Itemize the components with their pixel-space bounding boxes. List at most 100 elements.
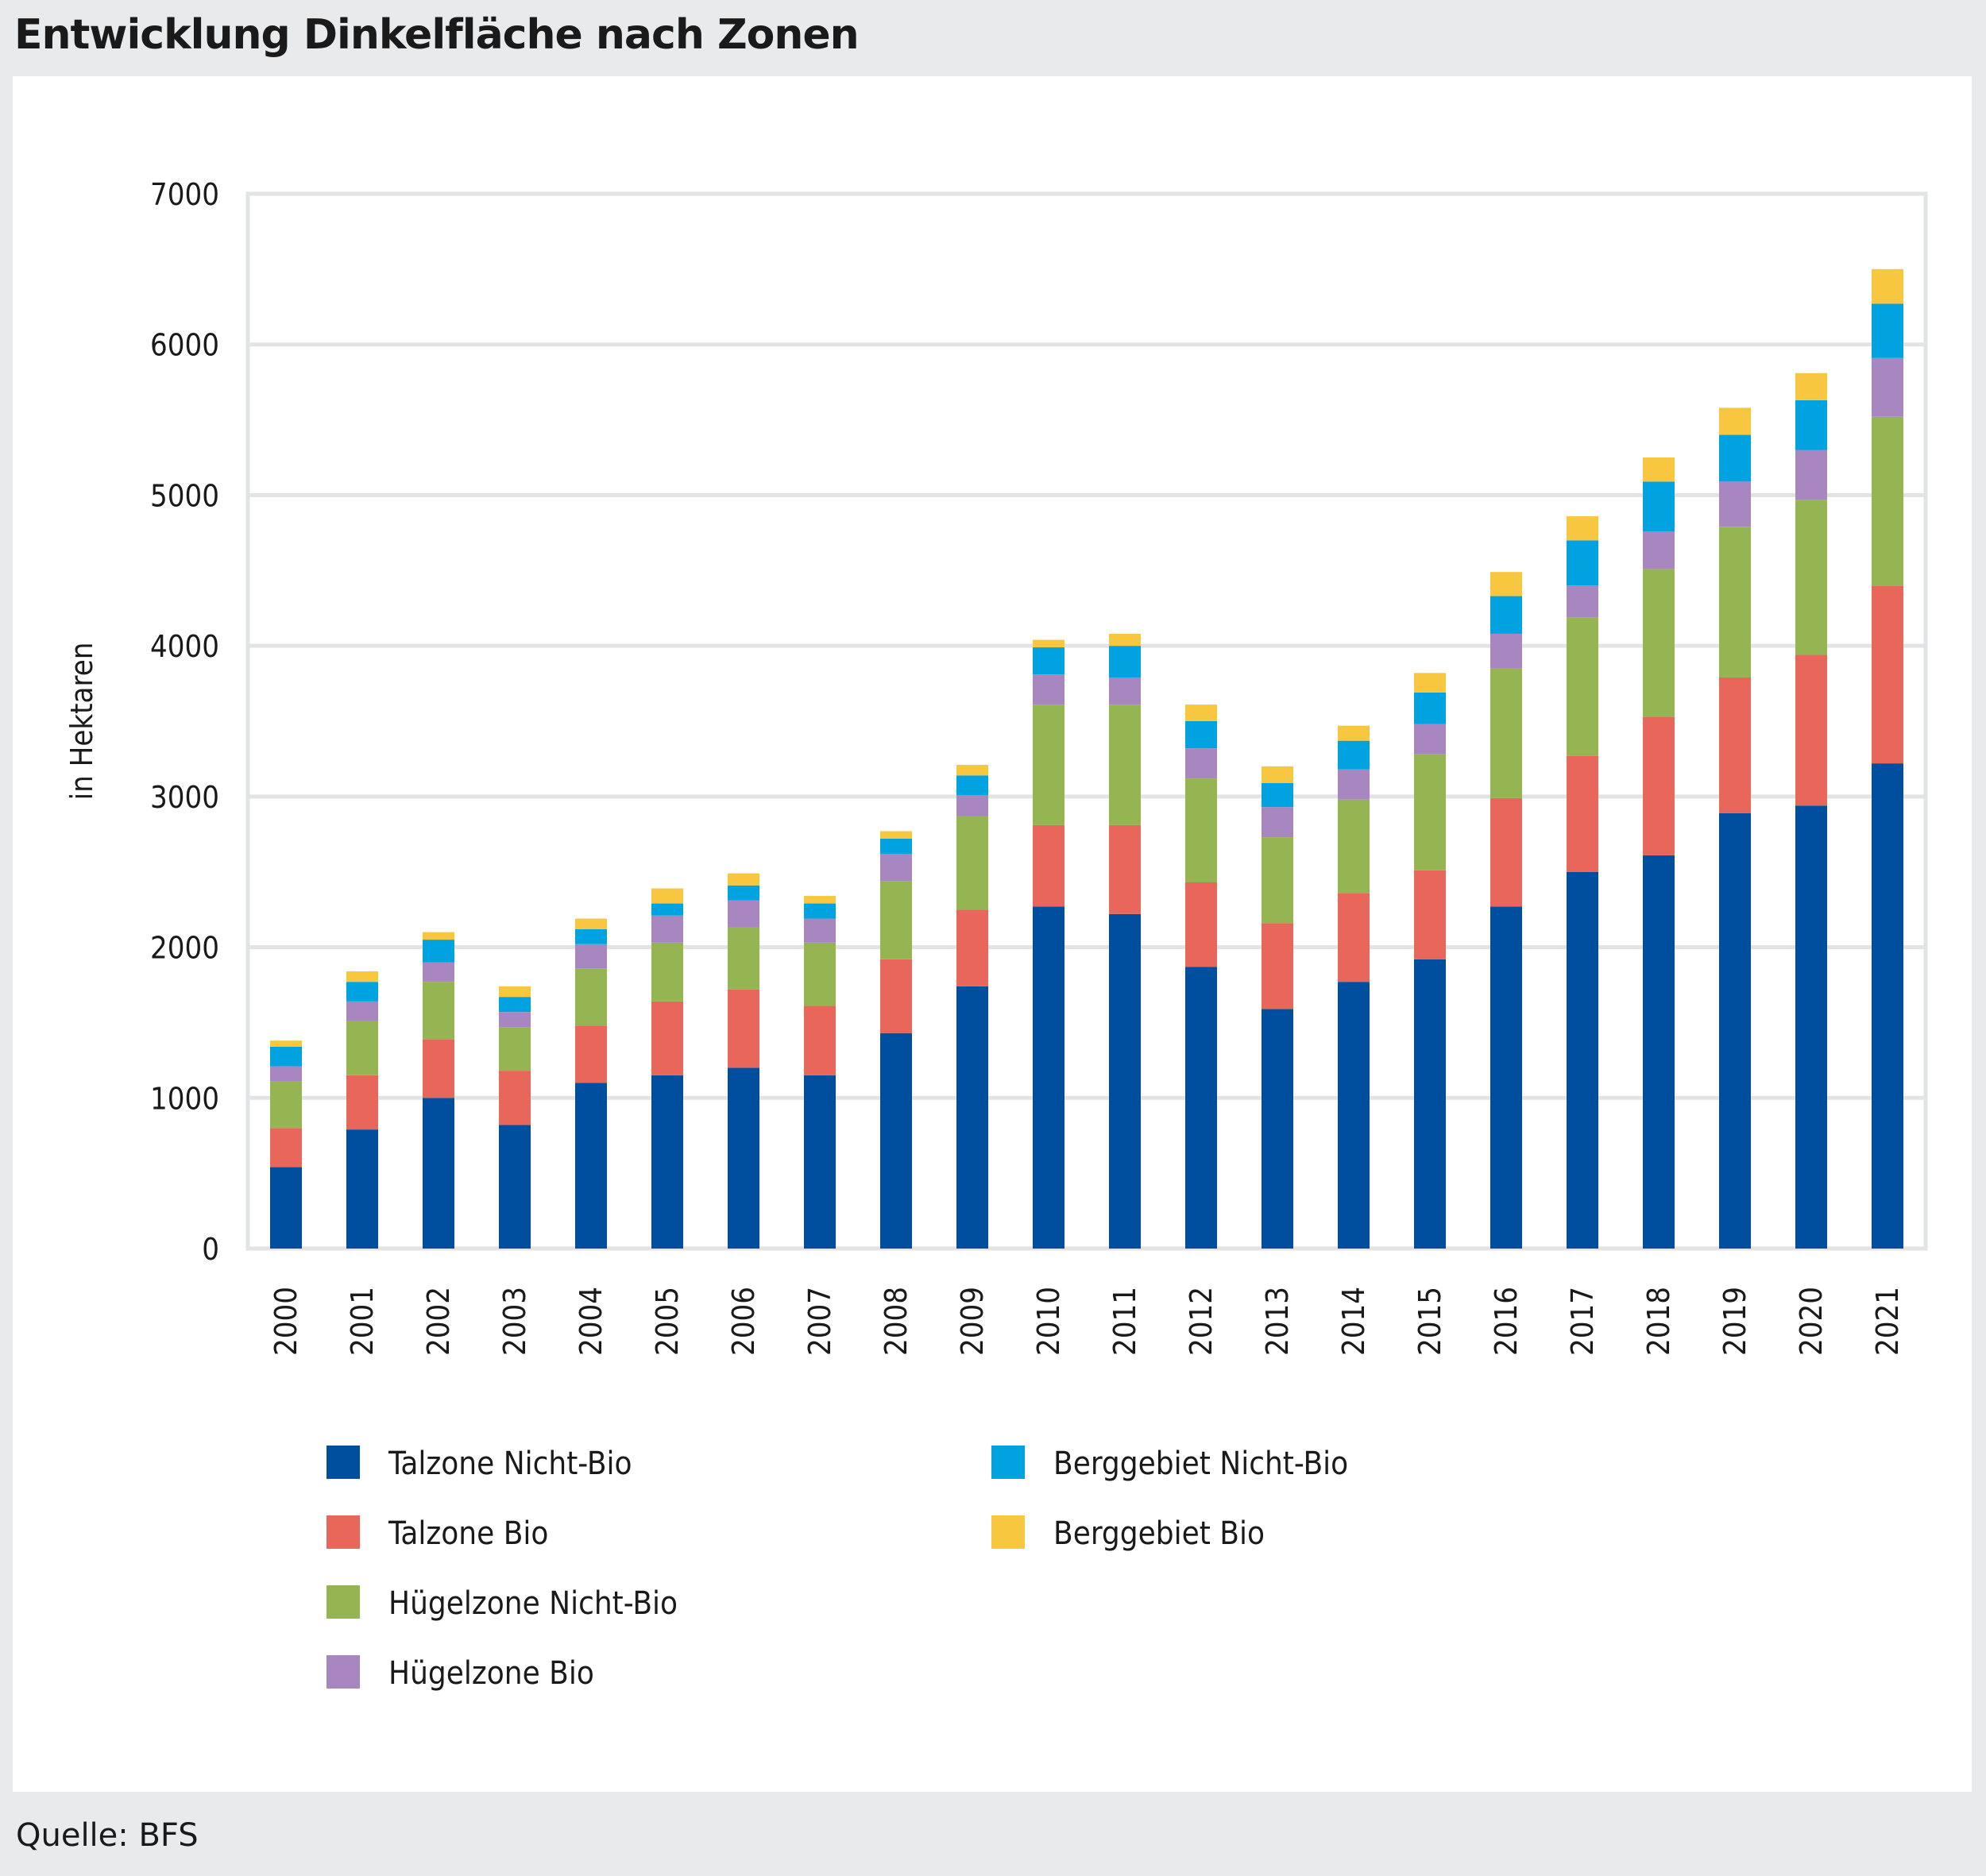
bar-segment-2009-s0	[956, 986, 988, 1249]
x-tick-label-2003: 2003	[497, 1287, 532, 1356]
bar-segment-2009-s1	[956, 909, 988, 986]
x-tick-label-2015: 2015	[1412, 1287, 1447, 1356]
bar-segment-2020-s2	[1795, 500, 1827, 655]
bar-segment-2005-s1	[651, 1001, 683, 1075]
bar-segment-2009-s5	[956, 765, 988, 776]
y-tick-label-1000: 1000	[150, 1081, 219, 1116]
bar-segment-2003-s1	[499, 1071, 531, 1125]
y-tick-label-3000: 3000	[150, 780, 219, 815]
legend-label-5: Berggebiet Bio	[1053, 1515, 1265, 1552]
x-tick-label-2011: 2011	[1107, 1287, 1142, 1356]
bar-segment-2011-s3	[1109, 677, 1141, 705]
x-tick-label-2019: 2019	[1717, 1287, 1752, 1356]
bar-segment-2014-s1	[1338, 893, 1370, 982]
bar-segment-2008-s3	[880, 853, 912, 882]
bar-segment-2008-s5	[880, 831, 912, 839]
bar-segment-2008-s4	[880, 838, 912, 854]
x-tick-label-2018: 2018	[1641, 1287, 1676, 1356]
bar-segment-2016-s3	[1490, 633, 1522, 669]
chart-title: Entwicklung Dinkelfläche nach Zonen	[14, 11, 860, 59]
y-tick-label-4000: 4000	[150, 629, 219, 664]
bar-segment-2000-s3	[270, 1066, 302, 1082]
x-tick-label-2005: 2005	[650, 1287, 685, 1356]
bar-segment-2011-s2	[1109, 704, 1141, 825]
y-tick-label-2000: 2000	[150, 931, 219, 966]
bar-segment-2019-s3	[1719, 481, 1751, 527]
bar-segment-2012-s1	[1185, 882, 1217, 967]
legend: Talzone Nicht-Bio Talzone Bio Hügelzone Ni…	[326, 1446, 1348, 1692]
bar-segment-2015-s2	[1414, 754, 1446, 870]
bar-segment-2013-s4	[1262, 782, 1293, 808]
bar-segment-2004-s0	[575, 1083, 607, 1249]
bar-segment-2008-s0	[880, 1033, 912, 1249]
bar-segment-2018-s2	[1643, 569, 1675, 717]
x-tick-label-2008: 2008	[879, 1287, 914, 1356]
bar-segment-2001-s4	[346, 982, 378, 1002]
bar-segment-2016-s4	[1490, 596, 1522, 634]
bar-segment-2021-s4	[1872, 303, 1903, 358]
bar-segment-2004-s5	[575, 918, 607, 929]
bar-segment-2012-s2	[1185, 778, 1217, 882]
bar-segment-2001-s3	[346, 1001, 378, 1021]
bar-segment-2011-s1	[1109, 824, 1141, 914]
bar-segment-2015-s4	[1414, 692, 1446, 724]
bar-segment-2020-s4	[1795, 400, 1827, 450]
legend-label-0: Talzone Nicht-Bio	[388, 1446, 632, 1482]
bar-segment-2006-s1	[728, 989, 759, 1068]
bar-segment-2018-s3	[1643, 531, 1675, 569]
x-tick-label-2009: 2009	[955, 1287, 990, 1356]
x-tick-label-2007: 2007	[802, 1287, 837, 1356]
bar-segment-2006-s0	[728, 1067, 759, 1249]
bar-segment-2008-s1	[880, 959, 912, 1033]
bar-segment-2016-s0	[1490, 906, 1522, 1249]
bar-segment-2020-s5	[1795, 372, 1827, 400]
bar-segment-2005-s5	[651, 888, 683, 904]
y-tick-label-5000: 5000	[150, 478, 219, 513]
bar-segment-2013-s2	[1262, 837, 1293, 924]
bar-segment-2005-s4	[651, 903, 683, 916]
bar-segment-2001-s1	[346, 1075, 378, 1130]
bar-segment-2017-s2	[1567, 617, 1598, 756]
bar-segment-2007-s4	[804, 903, 836, 919]
bar-segment-2021-s3	[1872, 357, 1903, 417]
bar-segment-2010-s3	[1033, 674, 1064, 705]
bar-segment-2019-s5	[1719, 407, 1751, 435]
bar-segment-2019-s1	[1719, 677, 1751, 813]
bar-segment-2001-s2	[346, 1021, 378, 1075]
bar-segment-2012-s4	[1185, 721, 1217, 749]
bar-segment-2003-s2	[499, 1027, 531, 1071]
x-tick-label-2012: 2012	[1184, 1287, 1219, 1356]
stacked-bar-chart: 0 1000 2000 3000 4000 5000 6000 7000 in Hektaren…	[64, 177, 1928, 1692]
bar-segment-2021-s2	[1872, 416, 1903, 586]
bar-segment-2021-s0	[1872, 763, 1903, 1249]
bar-segment-2016-s1	[1490, 797, 1522, 907]
chart-panel: 0 1000 2000 3000 4000 5000 6000 7000 in Hektaren…	[13, 76, 1972, 1792]
bar-segment-2001-s5	[346, 971, 378, 982]
bar-segment-2009-s2	[956, 816, 988, 910]
bar-segment-2012-s5	[1185, 704, 1217, 721]
bar-segment-2010-s2	[1033, 704, 1064, 825]
bar-segment-2006-s3	[728, 900, 759, 928]
legend-swatch-3	[326, 1655, 360, 1689]
bar-segment-2004-s2	[575, 968, 607, 1026]
x-tick-label-2010: 2010	[1031, 1287, 1066, 1356]
bar-segment-2016-s5	[1490, 572, 1522, 596]
x-tick-label-2017: 2017	[1565, 1287, 1600, 1356]
bar-segment-2007-s5	[804, 896, 836, 904]
legend-label-3: Hügelzone Bio	[388, 1655, 594, 1692]
legend-swatch-0	[326, 1446, 360, 1479]
bar-segment-2002-s3	[423, 962, 454, 982]
bar-segment-2004-s3	[575, 944, 607, 969]
y-axis-label: in Hektaren	[64, 643, 99, 801]
bar-segment-2018-s5	[1643, 457, 1675, 482]
bar-segment-2008-s2	[880, 881, 912, 959]
x-tick-label-2006: 2006	[726, 1287, 761, 1356]
bar-segment-2009-s3	[956, 794, 988, 816]
legend-label-2: Hügelzone Nicht-Bio	[388, 1585, 678, 1622]
legend-label-4: Berggebiet Nicht-Bio	[1053, 1446, 1348, 1482]
bar-segment-2002-s0	[423, 1098, 454, 1249]
bar-segment-2002-s1	[423, 1039, 454, 1098]
bar-segment-2013-s3	[1262, 807, 1293, 838]
bar-segment-2017-s4	[1567, 540, 1598, 586]
bar-segment-2014-s3	[1338, 769, 1370, 800]
